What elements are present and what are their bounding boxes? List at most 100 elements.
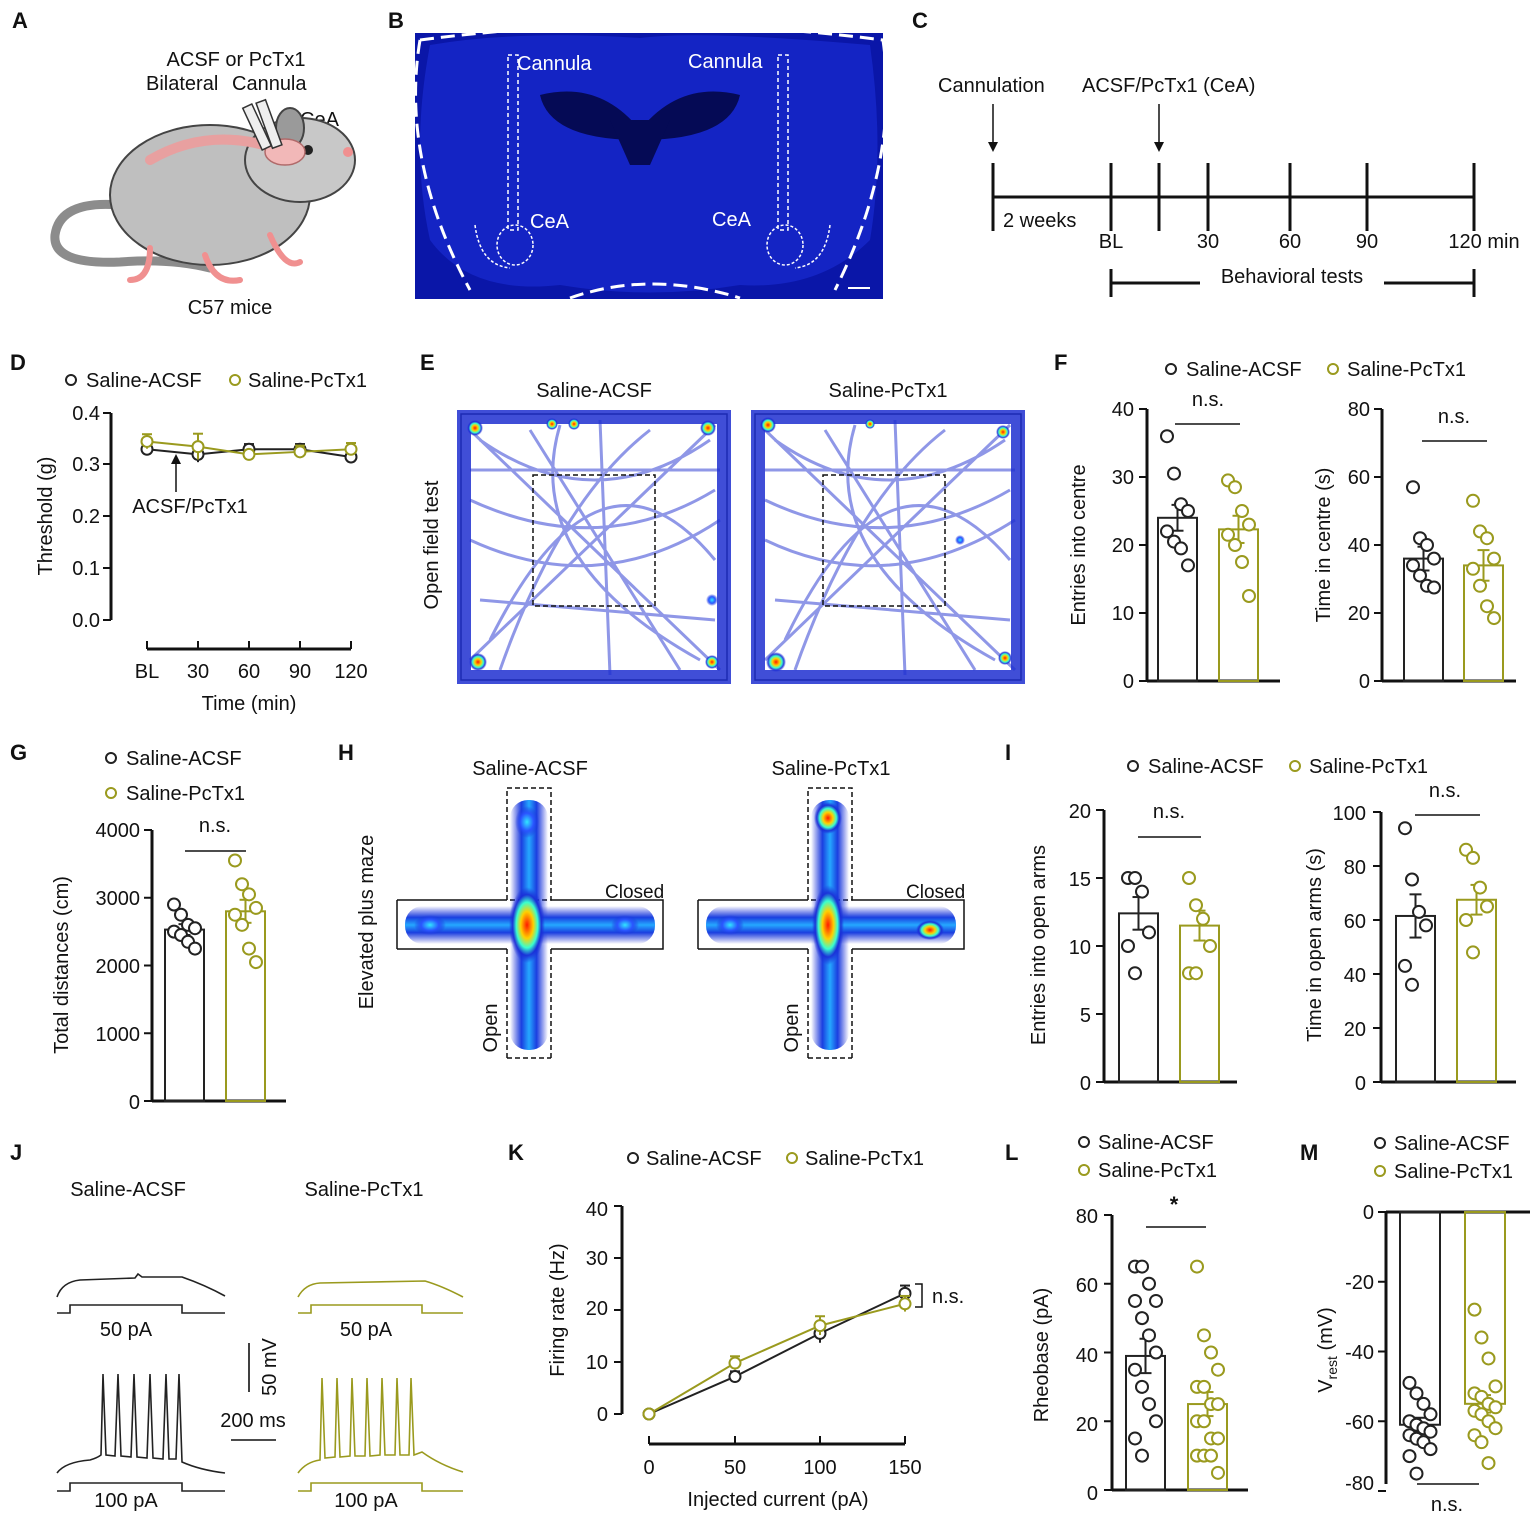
f-ns-left: n.s. [1192,389,1224,411]
data-point [174,907,188,922]
data-point [1488,1379,1503,1394]
brain-cannula-left: Cannula [517,53,592,75]
i1-ytick-2: 10 [1069,937,1091,959]
data-point [242,941,256,956]
panel-letter-m: M [1300,1140,1318,1165]
data-point [1142,1276,1156,1291]
d-ytick-0: 0.4 [72,403,100,425]
j-scale-t: 200 ms [220,1410,286,1432]
j-title-left: Saline-ACSF [70,1179,186,1201]
data-point [1197,1414,1211,1429]
g-ylabel: Total distances (cm) [51,876,73,1054]
g-ytick-0: 4000 [96,820,141,842]
data-point [1135,1259,1149,1274]
panel-a-cannula: Cannula [232,73,307,95]
data-point [1190,1259,1204,1274]
d-ytick-3: 0.1 [72,558,100,580]
data-point [242,447,256,461]
panel-h: H Saline-ACSF Saline-PcTx1 Elevated plus… [338,740,965,1059]
h-closed-right: Closed [906,882,965,903]
data-point [1466,945,1480,960]
plot-i-entries [1096,809,1237,1084]
data-point [1427,580,1441,595]
trace-pctx1-100 [297,1377,464,1474]
data-point [1160,524,1174,539]
legend-g-pctx1: Saline-PcTx1 [126,783,245,805]
data-point [1405,977,1419,992]
timeline-behavioral-tests: Behavioral tests [1221,266,1363,288]
m-ytick-4: -80 [1345,1473,1374,1495]
k-xtick-0: 0 [643,1457,654,1479]
data-point [1423,1407,1438,1422]
h-open-left: Open [480,1004,502,1053]
data-point [1135,1448,1149,1463]
timeline-tick-90: 90 [1356,231,1378,253]
k-xtick-1: 50 [724,1457,746,1479]
panel-j: J Saline-ACSF Saline-PcTx1 50 pA 50 pA 1… [10,1140,464,1512]
data-point [1167,466,1181,481]
plot-k-firing [614,1205,912,1446]
data-point [228,853,242,868]
d-ylabel: Threshold (g) [35,457,57,576]
plot-l-rheobase [1104,1214,1248,1492]
data-point [1149,1414,1163,1429]
data-point [1128,1362,1142,1377]
f2-ytick-2: 40 [1348,535,1370,557]
panel-letter-g: G [10,740,27,765]
i2-ytick-4: 20 [1344,1019,1366,1041]
brain-cea-left: CeA [530,211,570,233]
data-point [1189,898,1203,913]
panel-c: C Cannulation ACSF/PcTx1 (CeA) 2 weeks B… [912,8,1520,297]
d-ytick-2: 0.2 [72,506,100,528]
step-acsf-50 [57,1304,225,1314]
data-point [728,1370,742,1384]
legend-m-acsf: Saline-ACSF [1394,1133,1510,1155]
m-ylabel: Vrest (mV) [1315,1307,1340,1393]
plus-maze-acsf [396,787,664,1059]
data-point [1459,913,1473,927]
legend-pctx1-marker [229,374,241,386]
l-ytick-3: 20 [1076,1414,1098,1436]
panel-k: K Saline-ACSF Saline-PcTx1 Firing rate (… [508,1140,964,1511]
f1-ytick-2: 20 [1112,535,1134,557]
data-point [1402,1449,1417,1464]
l-ytick-1: 60 [1076,1275,1098,1297]
d-xlabel: Time (min) [202,693,297,715]
data-point [1181,504,1195,518]
trace-pctx1-50 [297,1280,464,1298]
k-ytick-1: 30 [586,1248,608,1270]
open-field-map-acsf [457,410,731,684]
d-xtick-2: 60 [238,661,260,683]
i1-ytick-0: 20 [1069,801,1091,823]
data-point [1189,966,1203,981]
j-scale-v: 50 mV [259,1337,281,1395]
h-side-label: Elevated plus maze [356,835,378,1010]
bar-1 [225,910,266,1102]
data-point [1211,1362,1225,1377]
data-point [1416,1396,1431,1411]
data-point [235,917,249,932]
plot-f-entries [1139,408,1280,683]
series-line-1 [648,1302,906,1415]
timeline-tick-60: 60 [1279,231,1301,253]
plot-i-time [1373,811,1516,1084]
data-point [1211,1431,1225,1446]
panel-letter-k: K [508,1140,524,1165]
trace-acsf-100 [56,1373,226,1474]
legend-g-acsf: Saline-ACSF [126,748,242,770]
g-ytick-1: 3000 [96,888,141,910]
h-title-left: Saline-ACSF [472,758,588,780]
series-line-0 [648,1292,906,1415]
panel-letter-c: C [912,8,928,33]
data-point [1413,568,1427,583]
j-i100-right: 100 pA [334,1490,398,1512]
panel-letter-e: E [420,350,435,375]
brain-cannula-right: Cannula [688,51,763,73]
data-point [191,440,205,454]
k-ytick-0: 40 [586,1199,608,1221]
f1-ytick-1: 30 [1112,467,1134,489]
i2-ytick-3: 40 [1344,965,1366,987]
f1-ytick-3: 10 [1112,603,1134,625]
data-point [1135,884,1149,899]
i2-ytick-5: 0 [1355,1073,1366,1095]
